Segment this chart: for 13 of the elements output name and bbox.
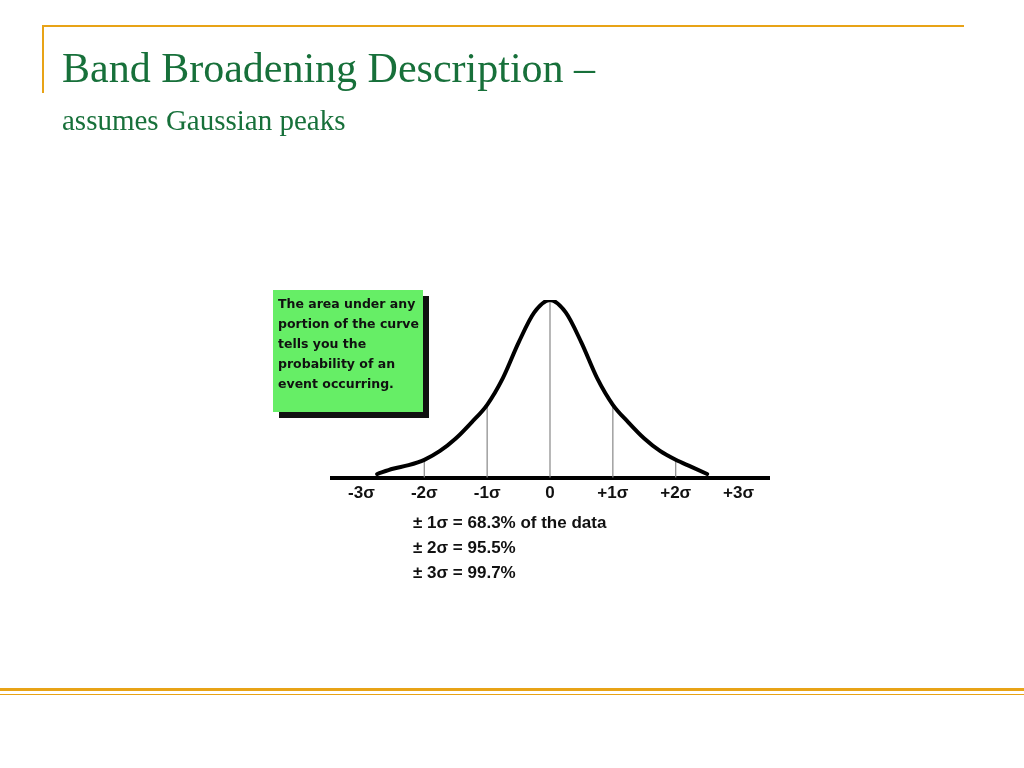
x-tick-label: 0 bbox=[545, 483, 555, 503]
text: ± 3σ = 99.7% bbox=[413, 562, 517, 584]
text: ± 2σ = 95.5% bbox=[413, 537, 517, 559]
x-tick-label: -1σ bbox=[473, 483, 501, 503]
x-tick-label: +3σ bbox=[723, 483, 755, 503]
annotation: The area under any portion of the curve tells you the probability of an event occurring. bbox=[273, 290, 423, 412]
chart-subtitle: assumes Gaussian peaks bbox=[62, 104, 346, 137]
x-tick-label: +2σ bbox=[660, 483, 692, 503]
x-tick-label: +1σ bbox=[597, 483, 629, 503]
x-tick-label: -3σ bbox=[348, 483, 376, 503]
chart-title: Band Broadening Description – bbox=[62, 44, 596, 92]
text: ± 1σ = 68.3% of the data bbox=[413, 512, 607, 534]
x-tick-label: -2σ bbox=[410, 483, 439, 503]
